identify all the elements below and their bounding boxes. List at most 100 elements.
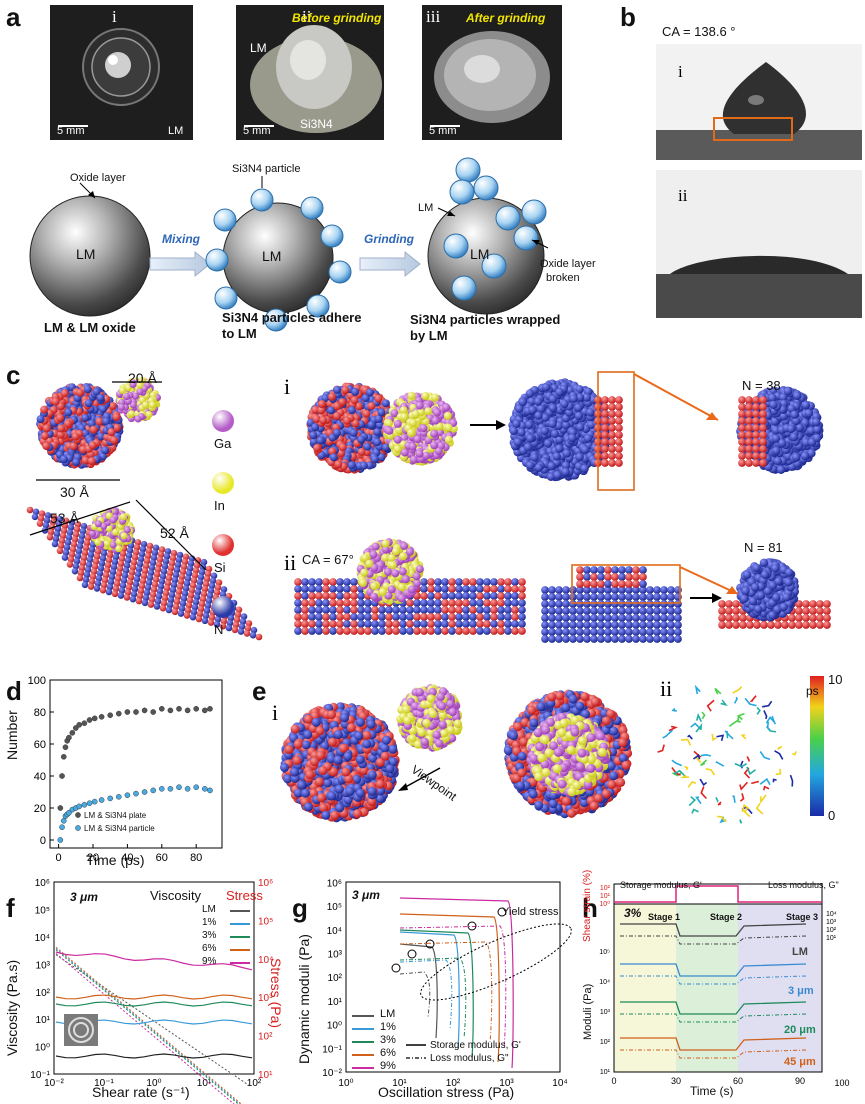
colorbar-top: 10 xyxy=(828,672,843,687)
trajectory xyxy=(741,803,750,813)
panel-label-b: b xyxy=(620,2,636,32)
lm-label-3: LM xyxy=(470,246,490,262)
d-legend-marker xyxy=(75,812,81,818)
g-legend-line xyxy=(352,1054,374,1056)
g-yield-point xyxy=(391,963,401,973)
legend-sphere-si xyxy=(212,534,234,556)
f-ytick: 10³ xyxy=(36,960,51,971)
d-point xyxy=(86,717,93,723)
f-ytick: 10⁻¹ xyxy=(30,1070,50,1081)
d-point xyxy=(66,809,72,816)
d-point xyxy=(66,734,72,741)
g-ylabel: Dynamic moduli (Pa) xyxy=(296,934,312,1064)
f-y2tick: 10⁵ xyxy=(258,916,273,927)
n38-label: N = 38 xyxy=(742,378,781,393)
d-plot-frame xyxy=(49,679,223,849)
trajectory xyxy=(694,684,701,695)
trajectory xyxy=(766,721,771,731)
g-ytick: 10⁻² xyxy=(322,1068,342,1079)
panel-label-c: c xyxy=(6,360,21,390)
legend-label-n: N xyxy=(214,622,224,637)
h-series-45um: 45 μm xyxy=(784,1056,816,1068)
d-legend-1: LM & Si3N4 plate xyxy=(84,811,147,820)
before-grinding-image xyxy=(250,25,382,133)
g-storage-label: Storage modulus, G' xyxy=(430,1040,521,1051)
d-point xyxy=(141,789,148,795)
caption-adhere-2: to LM xyxy=(222,326,257,341)
g-storage-curve xyxy=(399,897,514,1069)
g-legend-item: 1% xyxy=(380,1021,396,1033)
h-series-3um: 3 μm xyxy=(788,985,814,997)
trajectory xyxy=(756,706,761,715)
d-point xyxy=(116,794,122,800)
oxide-layer-label: Oxide layer xyxy=(70,172,126,184)
legend-label-in: In xyxy=(214,498,225,513)
g-legend-item: LM xyxy=(380,1008,396,1020)
trajectory xyxy=(706,699,715,712)
h-xtick: 0 xyxy=(611,1076,616,1086)
photo-ii-label: ii xyxy=(302,7,312,26)
g-ytick: 10⁴ xyxy=(327,926,342,937)
d-point xyxy=(133,709,139,715)
g-loss-curve xyxy=(399,957,467,1039)
d-ytick: 40 xyxy=(34,771,46,783)
lm-arrow-label: LM xyxy=(418,202,434,214)
trajectory xyxy=(774,750,784,760)
panel-label-e: e xyxy=(252,676,267,706)
droplet-image-ii xyxy=(656,255,862,318)
panel-label-h: h xyxy=(582,893,598,923)
f-legend-item: 9% xyxy=(202,956,217,967)
d-xtick: 20 xyxy=(87,852,99,864)
g-yield-label: Yield stress xyxy=(502,906,559,918)
g-ytick: 10¹ xyxy=(328,997,343,1008)
after-grinding-caption: After grinding xyxy=(466,11,546,25)
n81-label: N = 81 xyxy=(744,540,783,555)
trajectory xyxy=(692,753,701,760)
f-y2tick: 10⁴ xyxy=(258,955,273,966)
d-point xyxy=(150,787,156,794)
d-point xyxy=(81,801,88,808)
trajectory xyxy=(705,768,716,776)
chart-f: 10⁻¹10⁰10¹10²10³10⁴10⁵10⁶10¹10²10³10⁴10⁵… xyxy=(30,878,273,1104)
caption-wrapped-1: Si3N4 particles wrapped xyxy=(410,312,561,327)
trajectory xyxy=(715,760,725,767)
h-strain-tick: 10⁰ xyxy=(599,900,610,908)
h-pct: 3% xyxy=(624,906,642,920)
d-point xyxy=(207,706,213,712)
f-ylabel: Viscosity (Pa.s) xyxy=(4,959,20,1056)
h-storage-curve xyxy=(620,1001,807,1015)
h-y2tick: 10² xyxy=(826,927,837,934)
after-grinding-image xyxy=(434,31,550,123)
h-ytick: 10³ xyxy=(600,1009,611,1016)
d-point xyxy=(133,790,139,797)
droplet-photo-i: i xyxy=(656,44,862,160)
d-point xyxy=(76,803,83,810)
trajectory xyxy=(746,766,756,776)
ca67-label: CA = 67° xyxy=(302,552,354,567)
f-stress-curve xyxy=(55,1053,253,1059)
f-ytick: 10⁵ xyxy=(35,906,50,917)
dim-30: 30 Å xyxy=(60,484,89,500)
f-legend-line xyxy=(230,923,250,925)
d-ytick: 60 xyxy=(34,739,46,751)
e-i-label: i xyxy=(272,700,279,725)
chart-d: 0 20 40 60 80 0 20 40 60 80 100 xyxy=(28,675,223,864)
f-title: 3 μm xyxy=(70,890,98,904)
h-storage-curve xyxy=(620,1037,807,1051)
photo-i-label: i xyxy=(112,7,117,26)
colorbar-unit: ps xyxy=(806,684,819,698)
d-legend-marker xyxy=(75,825,81,831)
photo-lm-droplet: i 5 mm LM xyxy=(50,5,193,140)
trajectory xyxy=(695,713,703,722)
h-ytick: 10⁴ xyxy=(599,979,610,986)
d-point xyxy=(184,786,191,792)
legend-sphere-in xyxy=(212,472,234,494)
f-y2label: Stress (Pa) xyxy=(268,958,284,1029)
trajectory xyxy=(746,756,751,763)
d-point xyxy=(62,744,69,750)
h-storage-label: Storage modulus, G' xyxy=(620,880,702,890)
d-point xyxy=(60,817,67,824)
d-xtick: 40 xyxy=(121,852,133,864)
g-ytick: 10² xyxy=(328,973,343,984)
scale-label: 5 mm xyxy=(243,125,271,137)
